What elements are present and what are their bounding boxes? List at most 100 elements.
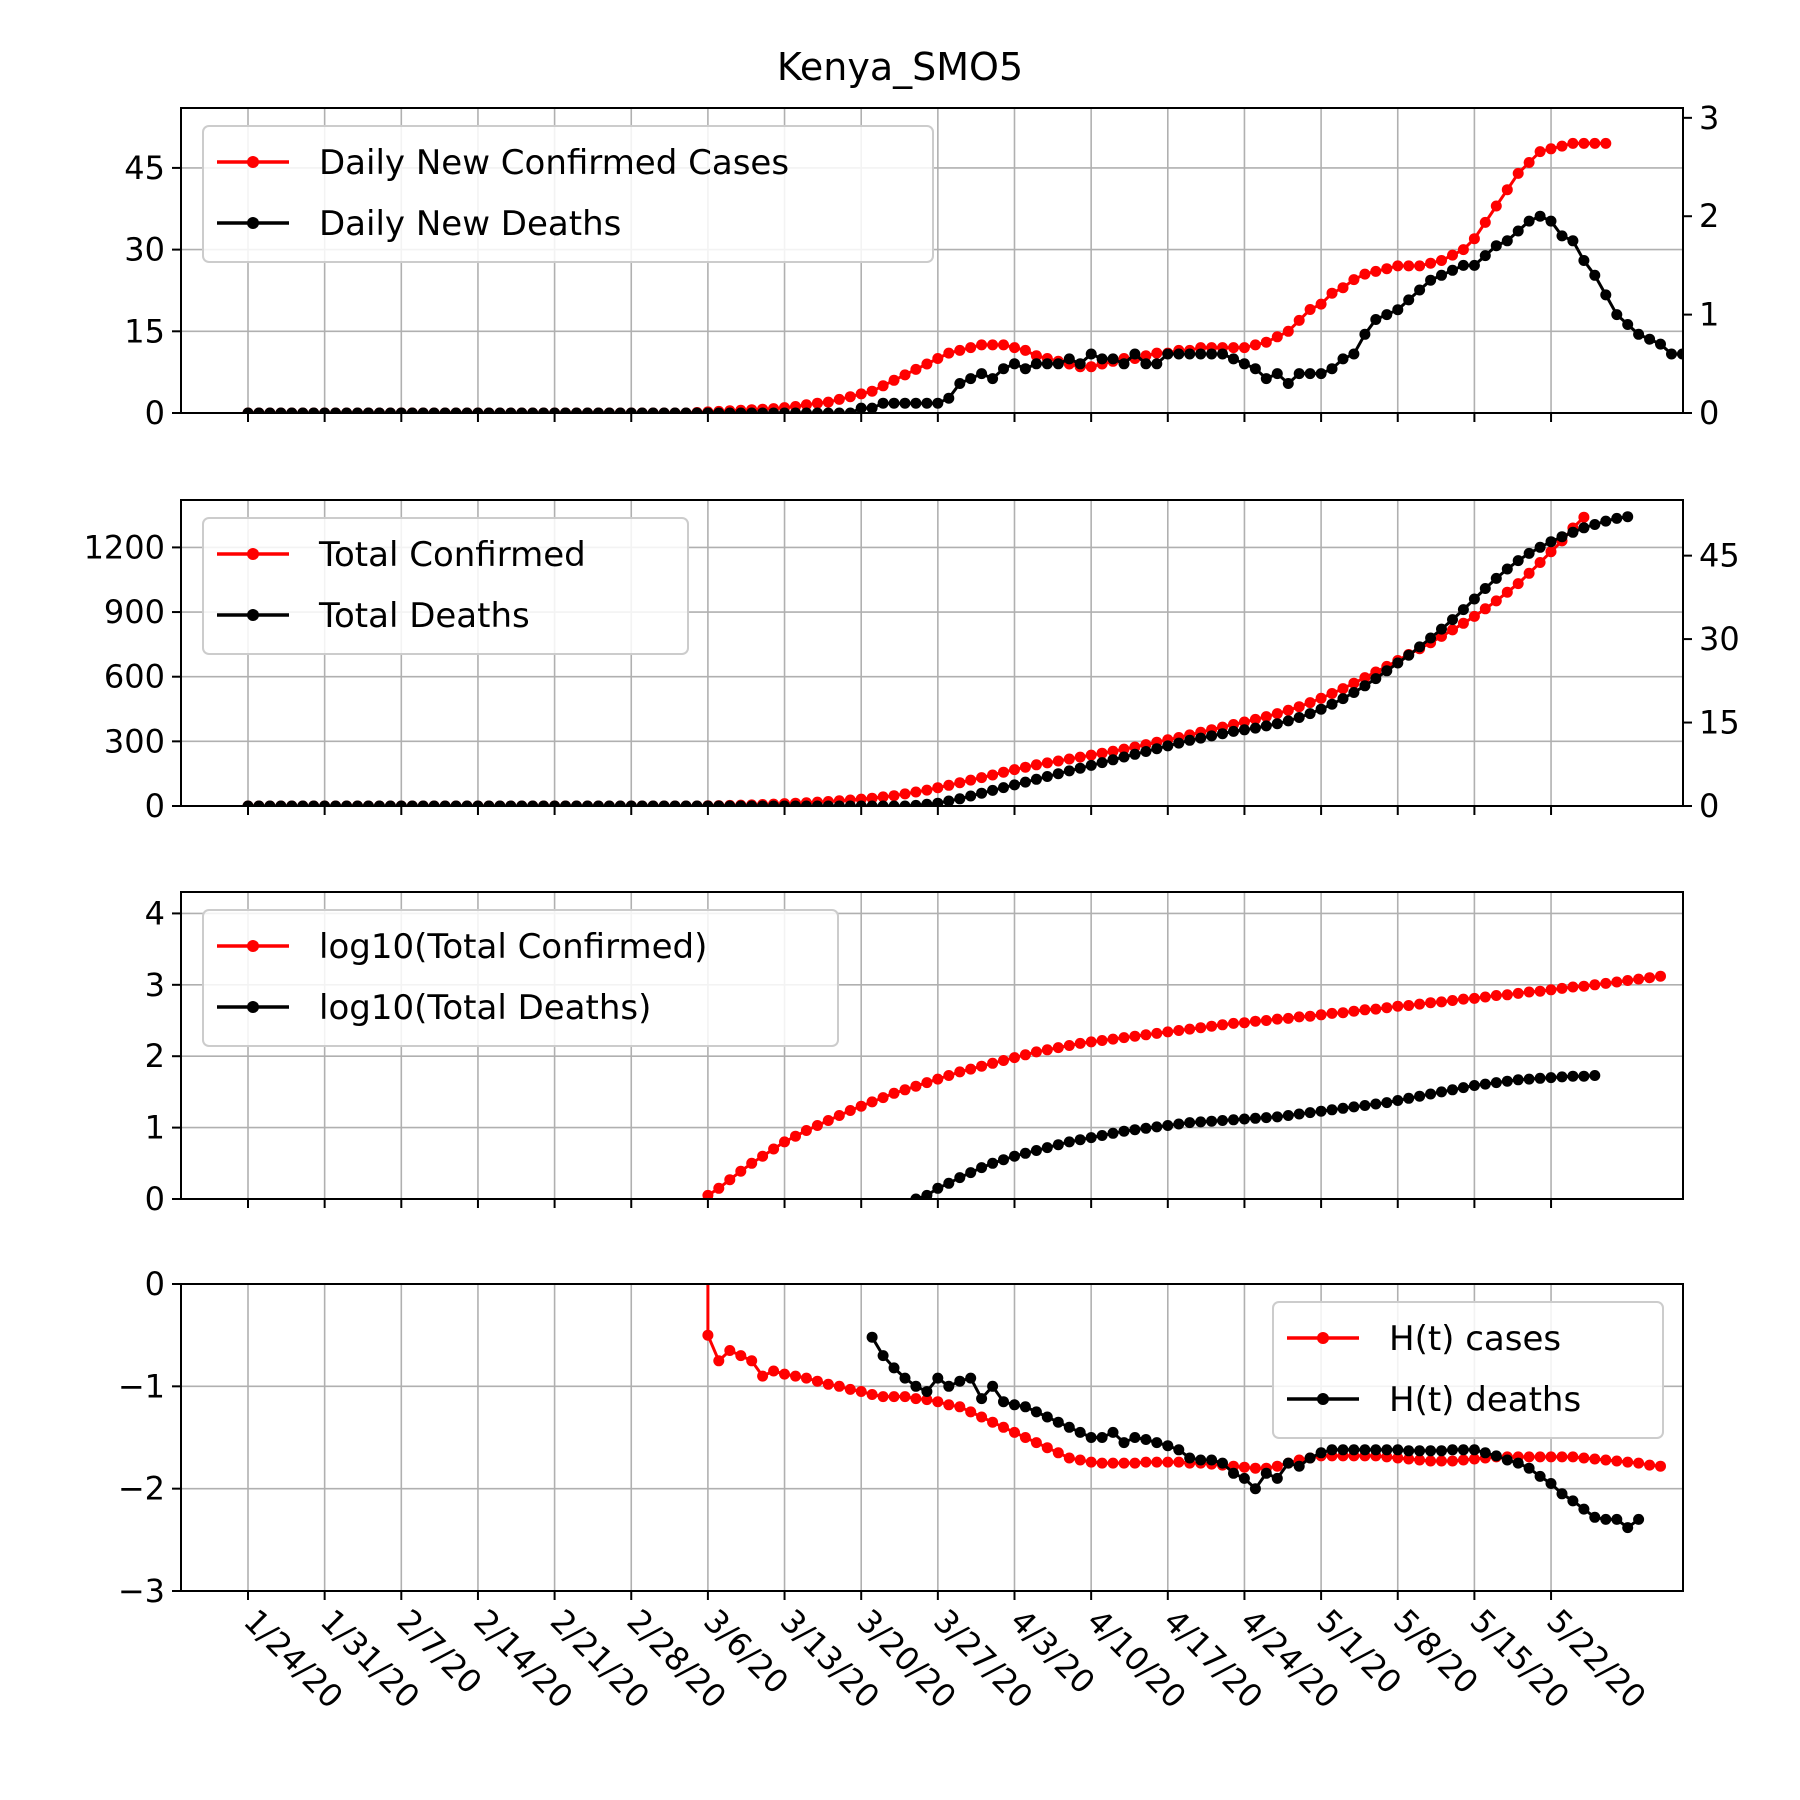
data-point xyxy=(1567,526,1579,538)
data-point xyxy=(1425,632,1437,644)
data-point xyxy=(1655,1460,1666,1472)
data-point xyxy=(1206,730,1218,742)
data-point xyxy=(1611,976,1623,988)
data-point xyxy=(1578,1503,1590,1515)
data-point xyxy=(1337,1007,1349,1019)
data-point xyxy=(1184,734,1196,746)
data-point xyxy=(1140,1029,1152,1041)
data-point xyxy=(1501,563,1513,575)
y-tick-label: 900 xyxy=(104,593,165,631)
data-point xyxy=(833,800,845,806)
data-point xyxy=(297,800,309,806)
data-point xyxy=(1381,309,1393,321)
data-point xyxy=(1041,1044,1053,1056)
data-point xyxy=(1085,1432,1097,1443)
data-point xyxy=(1096,1432,1108,1443)
data-point xyxy=(822,1378,834,1390)
data-point xyxy=(910,786,922,798)
data-point xyxy=(505,407,517,413)
data-point xyxy=(877,397,889,409)
data-point xyxy=(658,407,670,413)
data-point xyxy=(1611,309,1623,321)
data-point xyxy=(1436,255,1447,266)
data-point xyxy=(1030,1437,1042,1449)
data-point xyxy=(1217,1115,1228,1126)
data-point xyxy=(1249,1112,1261,1124)
data-point xyxy=(1370,1444,1382,1456)
data-point xyxy=(1096,1457,1108,1469)
data-point xyxy=(603,800,615,806)
data-point xyxy=(1129,1457,1141,1469)
data-point xyxy=(899,397,911,409)
data-point xyxy=(417,407,429,413)
data-point xyxy=(855,402,867,413)
data-point xyxy=(1063,765,1075,777)
data-point xyxy=(954,1066,966,1078)
y-tick-label: 45 xyxy=(124,149,165,187)
data-point xyxy=(1479,583,1491,594)
data-point xyxy=(395,800,407,806)
data-point xyxy=(1238,342,1250,354)
data-point xyxy=(1249,722,1261,734)
data-point xyxy=(1009,1052,1020,1064)
data-point xyxy=(1074,762,1086,774)
data-point xyxy=(1260,711,1272,723)
data-point xyxy=(1556,531,1568,543)
data-point xyxy=(1293,1011,1305,1023)
data-point xyxy=(1162,1456,1174,1468)
data-point xyxy=(779,1368,790,1380)
data-point xyxy=(1468,992,1480,1004)
data-point xyxy=(954,1401,966,1413)
data-point xyxy=(1611,1513,1623,1525)
data-point xyxy=(1184,1117,1196,1129)
data-point xyxy=(888,790,900,802)
data-point xyxy=(702,1189,714,1199)
data-point xyxy=(1468,1080,1480,1091)
data-point xyxy=(1052,755,1064,767)
data-point xyxy=(1490,200,1502,212)
data-point xyxy=(494,407,506,413)
series-log-1 xyxy=(910,1070,1601,1199)
data-point xyxy=(768,1143,780,1155)
data-point xyxy=(724,1174,736,1186)
data-point xyxy=(1403,1445,1415,1457)
y-tick-label: 15 xyxy=(124,312,165,350)
data-point xyxy=(669,800,681,806)
data-point xyxy=(1611,1455,1623,1467)
data-point xyxy=(1173,1444,1185,1456)
data-point xyxy=(910,1380,922,1392)
series-log-0 xyxy=(702,970,1666,1199)
data-point xyxy=(1238,358,1250,370)
data-point xyxy=(691,407,703,413)
data-point xyxy=(1490,1450,1502,1462)
data-point xyxy=(352,407,363,413)
data-point xyxy=(1523,567,1535,579)
data-point xyxy=(1359,672,1371,684)
data-point xyxy=(943,1177,955,1189)
series-hazard-1 xyxy=(866,1331,1645,1534)
legend-box xyxy=(202,125,934,263)
data-point xyxy=(1348,687,1360,698)
data-point xyxy=(943,347,955,359)
series-total-1 xyxy=(242,511,1634,806)
data-point xyxy=(954,1375,966,1387)
data-point xyxy=(1238,1017,1250,1029)
data-point xyxy=(319,407,331,413)
data-point xyxy=(1293,1460,1305,1472)
data-point xyxy=(1501,1454,1513,1466)
data-point xyxy=(1359,268,1371,280)
data-point xyxy=(1238,1472,1250,1484)
data-point xyxy=(943,392,955,404)
data-point xyxy=(833,393,845,405)
data-point xyxy=(658,800,670,806)
data-point xyxy=(1556,982,1568,994)
legend-label: log10(Total Confirmed) xyxy=(319,927,707,967)
data-point xyxy=(965,342,977,354)
data-point xyxy=(1228,725,1239,737)
data-point xyxy=(888,374,900,386)
y-tick-label: 0 xyxy=(145,787,165,825)
data-point xyxy=(1414,260,1426,272)
data-point xyxy=(932,797,944,806)
data-point xyxy=(1009,342,1020,354)
data-point xyxy=(899,800,911,806)
